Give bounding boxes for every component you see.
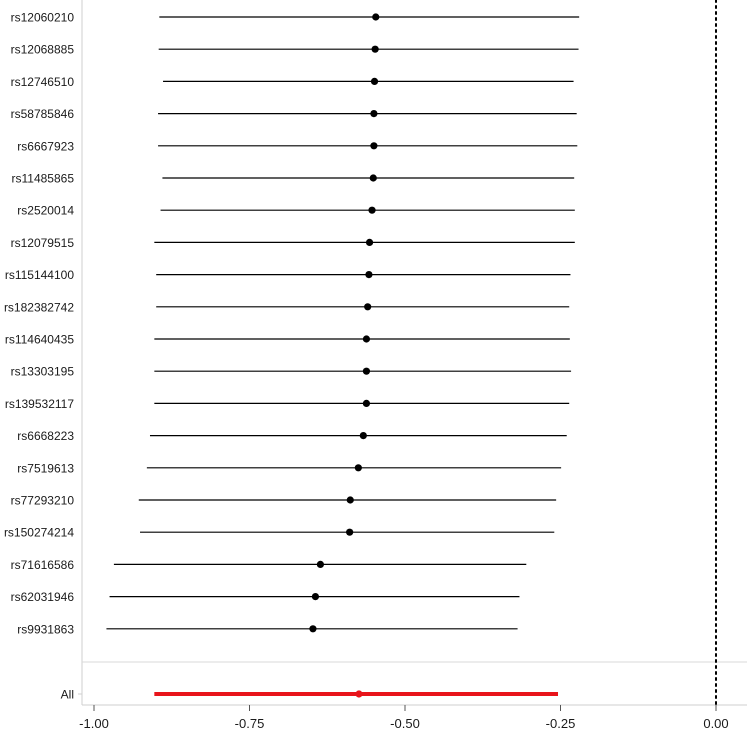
point-estimate (362, 399, 371, 407)
point-estimate (364, 303, 372, 311)
row-label: rs77293210 (11, 494, 75, 508)
forest-row: rs11485865 (12, 172, 575, 186)
point-estimate (365, 271, 373, 279)
forest-row: rs6668223 (17, 429, 567, 443)
row-label: rs6668223 (17, 429, 74, 443)
point-estimate (368, 206, 376, 214)
x-axis-ticks-layer: -1.00 -0.75 -0.50 -0.25 0.00 (79, 705, 729, 731)
forest-row: rs13303195 (11, 365, 572, 379)
axes-layer (81, 0, 747, 706)
row-label: rs182382742 (4, 300, 74, 314)
summary-row-layer: All (61, 688, 559, 702)
row-label: rs11485865 (12, 172, 75, 186)
point-estimate (354, 464, 362, 472)
point-estimate (309, 625, 317, 633)
row-label: rs62031946 (11, 590, 75, 604)
forest-row: rs58785846 (11, 107, 577, 121)
row-label: rs2520014 (17, 204, 74, 218)
study-rows-layer: rs12060210 rs12068885 rs12746510 rs58785846… (4, 11, 580, 636)
forest-row: rs6667923 (17, 139, 578, 153)
row-label: rs150274214 (4, 526, 74, 540)
forest-row: rs12746510 (11, 75, 574, 89)
x-tick-label: 0.00 (703, 716, 728, 731)
forest-row: rs12068885 (11, 43, 579, 57)
forest-row: rs9931863 (17, 622, 518, 636)
forest-row: rs12079515 (11, 236, 575, 250)
forest-row: rs115144100 (5, 268, 571, 282)
point-estimate (370, 110, 378, 118)
point-estimate (346, 528, 354, 536)
row-label: rs12746510 (11, 75, 75, 89)
row-label: rs6667923 (17, 139, 74, 153)
forest-row: rs71616586 (11, 558, 527, 572)
row-label: rs139532117 (5, 397, 74, 411)
forest-row: rs114640435 (5, 333, 570, 347)
x-tick-label: -1.00 (79, 716, 109, 731)
forest-row: rs12060210 (11, 11, 580, 25)
forest-row: rs182382742 (4, 300, 570, 314)
point-estimate (370, 142, 378, 150)
forest-row: rs2520014 (17, 204, 575, 218)
point-estimate (372, 13, 380, 21)
point-estimate (359, 432, 367, 440)
forest-row: rs62031946 (11, 590, 520, 604)
row-label: rs13303195 (11, 365, 75, 379)
point-estimate (369, 174, 377, 182)
point-estimate (316, 560, 325, 569)
row-label: rs9931863 (17, 622, 74, 636)
point-estimate (362, 367, 371, 375)
row-label: rs115144100 (5, 268, 74, 282)
forest-row: rs7519613 (17, 461, 562, 475)
summary-label: All (61, 688, 74, 702)
row-label: rs12068885 (11, 43, 75, 57)
x-tick-label: -0.25 (546, 716, 576, 731)
point-estimate (370, 77, 379, 85)
row-label: rs12060210 (11, 11, 75, 25)
forest-row: rs139532117 (5, 397, 570, 411)
point-estimate (311, 593, 320, 601)
point-estimate (365, 238, 374, 246)
point-estimate (371, 45, 379, 53)
point-estimate (346, 496, 354, 504)
row-label: rs58785846 (11, 107, 75, 121)
row-label: rs7519613 (17, 461, 74, 475)
row-label: rs12079515 (11, 236, 75, 250)
forest-row: rs150274214 (4, 526, 555, 540)
point-estimate (362, 335, 371, 343)
forest-row: rs77293210 (11, 494, 557, 508)
x-tick-label: -0.50 (390, 716, 420, 731)
row-label: rs114640435 (5, 333, 74, 347)
summary-point-estimate (355, 690, 363, 698)
row-label: rs71616586 (11, 558, 75, 572)
x-tick-label: -0.75 (235, 716, 265, 731)
